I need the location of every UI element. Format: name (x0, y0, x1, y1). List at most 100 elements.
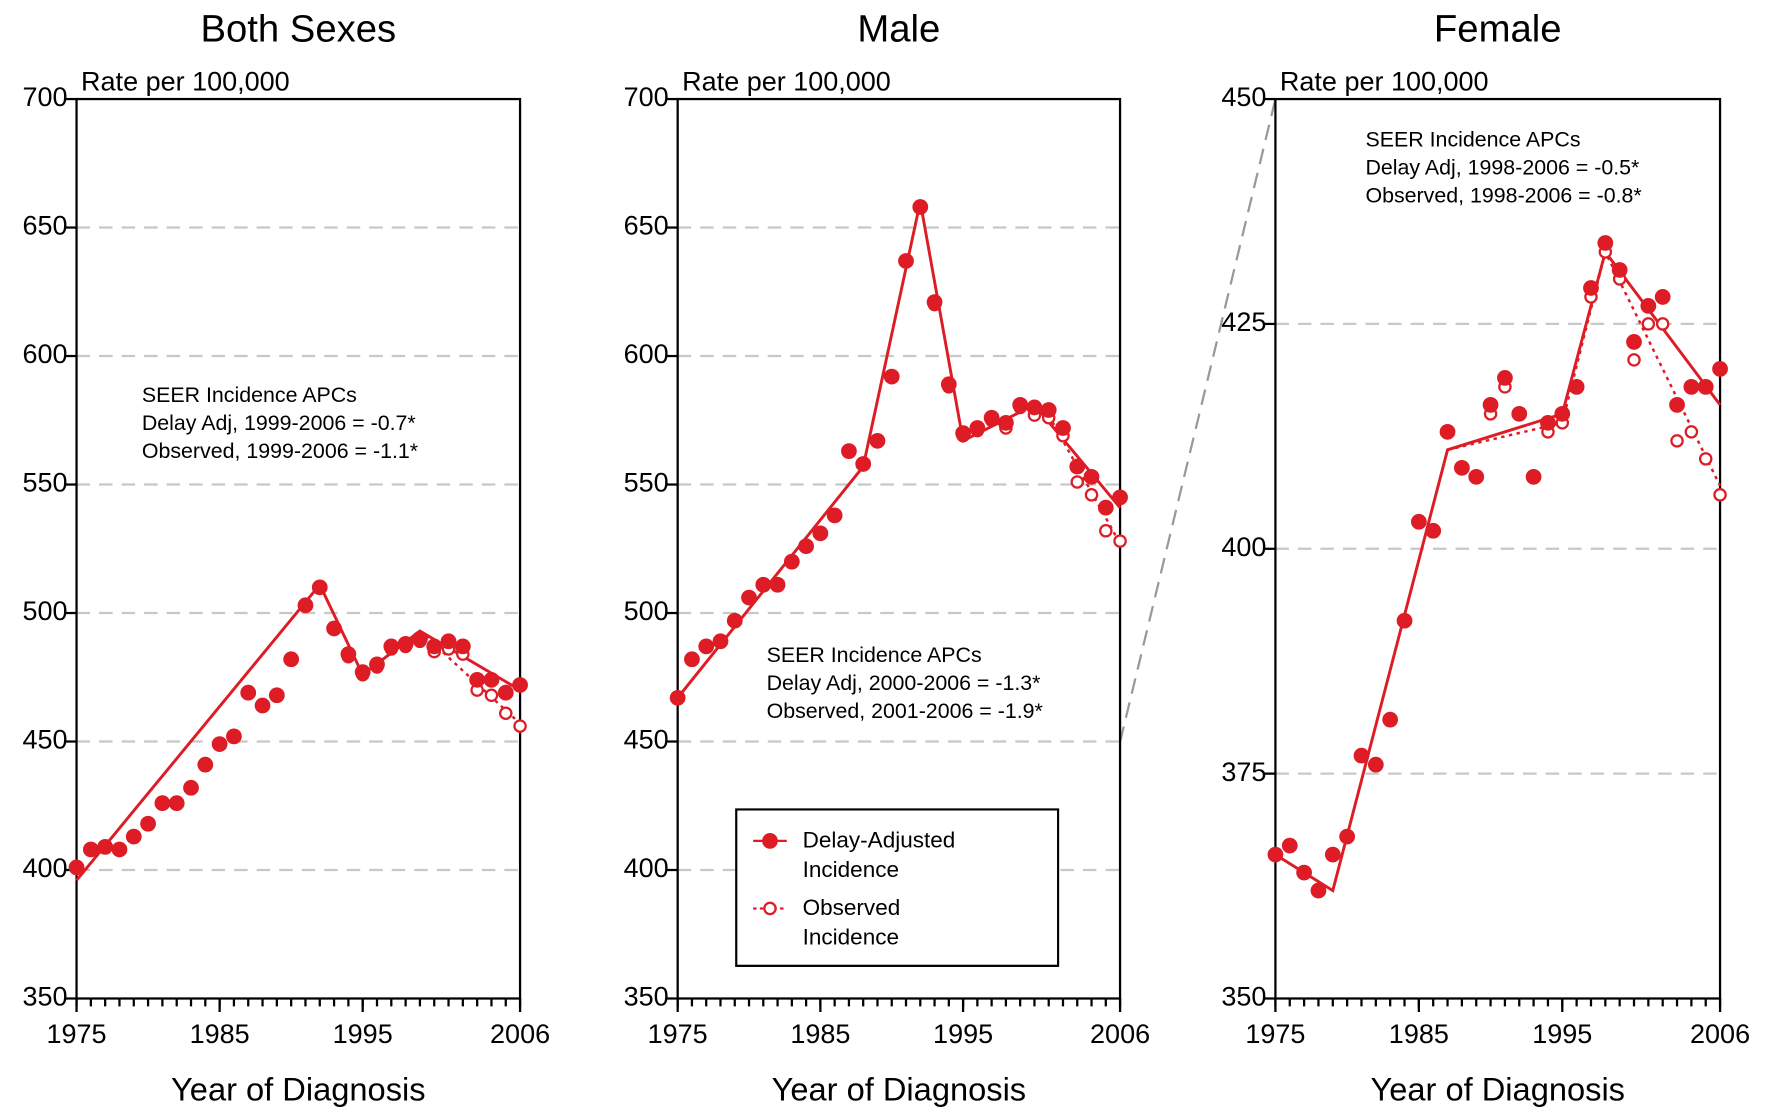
filled-point (426, 638, 443, 655)
panel: Male Rate per 100,000 Year of Diagnosis 350… (624, 8, 1151, 1108)
filled-point (197, 756, 214, 773)
chart-root: Both Sexes Rate per 100,000 Year of Diagno… (22, 8, 1750, 1108)
filled-point (1410, 513, 1427, 530)
filled-point (1482, 396, 1499, 413)
legend-marker (763, 901, 777, 916)
filled-point (769, 576, 786, 593)
open-point (1698, 452, 1713, 466)
x-tick-label: 1985 (1389, 1019, 1449, 1049)
filled-point (1611, 262, 1628, 278)
filled-point (1712, 361, 1728, 377)
x-tick-label: 2006 (1090, 1019, 1150, 1049)
y-tick-label: 550 (22, 468, 67, 498)
filled-point (497, 684, 514, 701)
filled-point (297, 597, 314, 614)
filled-point (940, 376, 957, 393)
y-tick-label: 375 (1221, 757, 1266, 787)
open-point (1655, 317, 1670, 331)
filled-point (1310, 882, 1327, 899)
x-axis-label: Year of Diagnosis (171, 1071, 426, 1108)
annotation: SEER Incidence APCs (1365, 127, 1580, 151)
y-tick-label: 600 (624, 339, 669, 369)
fit-line-delay-adjusted (676, 201, 1122, 699)
filled-point (469, 671, 486, 688)
open-point (1627, 353, 1641, 367)
legend-entry: Observed Incidence (753, 894, 1046, 953)
filled-point (340, 646, 357, 663)
y-tick-label: 500 (22, 596, 67, 626)
x-axis-label: Year of Diagnosis (772, 1071, 1027, 1108)
filled-point (68, 859, 85, 876)
filled-point (869, 432, 886, 449)
legend-label: Delay-Adjusted Incidence (802, 828, 956, 883)
filled-point (97, 838, 114, 855)
filled-point (983, 409, 1000, 426)
y-tick-label: 350 (22, 982, 67, 1012)
filled-point (926, 294, 943, 310)
filled-point (1525, 468, 1542, 485)
x-tick-label: 1975 (1245, 1019, 1305, 1049)
open-point (1070, 475, 1085, 489)
filled-point (1026, 399, 1043, 416)
legend-box: Delay-Adjusted Incidence Observed Inciden… (735, 808, 1060, 967)
filled-point (226, 728, 242, 745)
open-point (1684, 425, 1699, 439)
y-tick-label: 450 (1221, 82, 1266, 112)
filled-point (898, 253, 914, 269)
x-tick-label: 1985 (190, 1019, 250, 1049)
filled-point (1540, 414, 1556, 431)
y-tick-label: 550 (624, 468, 669, 498)
y-tick-label: 650 (22, 211, 67, 241)
x-tick-label: 2006 (490, 1019, 550, 1049)
open-point (1670, 434, 1684, 448)
legend-label: Observed Incidence (802, 896, 901, 951)
panel-title: Both Sexes (200, 8, 396, 51)
y-tick-label: 425 (1221, 307, 1266, 337)
panel: Female Rate per 100,000 Year of Diagnosis 3… (1221, 8, 1750, 1108)
filled-point (912, 199, 929, 215)
filled-point (841, 443, 857, 460)
filled-point (1439, 423, 1456, 440)
panel-title: Female (1434, 8, 1562, 51)
y-axis-label: Rate per 100,000 (682, 66, 891, 96)
filled-point (383, 638, 400, 655)
annotation: Delay Adj, 2000-2006 = -1.3* (767, 671, 1041, 695)
filled-point (311, 579, 328, 596)
filled-point (125, 828, 142, 845)
filled-point (969, 420, 986, 436)
filled-point (1669, 396, 1685, 413)
y-tick-label: 400 (1221, 532, 1266, 562)
filled-point (111, 841, 128, 858)
filled-point (1626, 334, 1642, 350)
annotation: Observed, 2001-2006 = -1.9* (767, 699, 1043, 723)
filled-point (1083, 468, 1100, 485)
annotation: Observed, 1998-2006 = -0.8* (1365, 184, 1641, 208)
fit-line-observed (1447, 248, 1722, 487)
filled-point (1296, 864, 1312, 881)
filled-point (1040, 402, 1057, 418)
filled-point (1425, 522, 1442, 539)
filled-point (1055, 420, 1071, 436)
annotation: Delay Adj, 1998-2006 = -0.5* (1365, 155, 1639, 179)
filled-point (812, 525, 829, 542)
filled-point (1267, 846, 1284, 863)
panel: Both Sexes Rate per 100,000 Year of Diagno… (22, 8, 550, 1108)
annotation: SEER Incidence APCs (767, 643, 982, 667)
x-tick-label: 1995 (933, 1019, 993, 1049)
filled-point (726, 612, 743, 629)
filled-point (955, 425, 971, 442)
open-point (499, 706, 513, 721)
plot-frame (75, 97, 522, 1000)
legend-entry: Delay-Adjusted Incidence (753, 826, 1046, 885)
open-point (1084, 488, 1099, 502)
y-tick-label: 450 (22, 725, 67, 755)
x-tick-label: 1995 (333, 1019, 393, 1049)
filled-point (712, 633, 729, 650)
y-tick-label: 700 (624, 82, 669, 112)
open-point (1113, 534, 1127, 548)
filled-point (397, 635, 414, 652)
filled-point (1554, 405, 1571, 422)
filled-point (1497, 370, 1513, 386)
legend-marker (762, 833, 778, 849)
